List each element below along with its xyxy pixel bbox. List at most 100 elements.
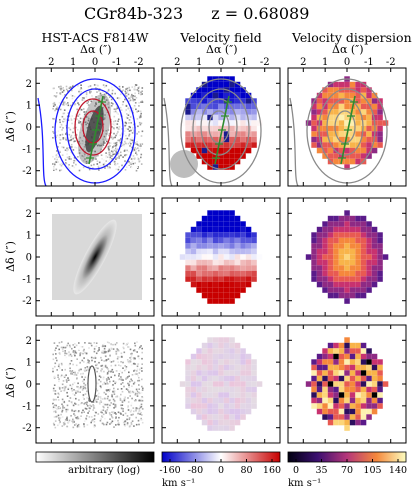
velocity-pixel xyxy=(245,386,252,393)
noise-pixel xyxy=(121,142,123,144)
noise-pixel xyxy=(112,403,115,405)
noise-pixel xyxy=(91,359,93,362)
x-tick-label: 0 xyxy=(218,57,224,68)
velocity-pixel xyxy=(245,147,252,154)
dispersion-pixel xyxy=(349,153,356,159)
dispersion-pixel xyxy=(371,142,378,148)
dispersion-pixel xyxy=(344,370,350,376)
dispersion-pixel xyxy=(377,243,383,249)
noise-pixel xyxy=(127,409,130,411)
velocity-pixel xyxy=(207,248,213,255)
figure-title: CGr84b-323 z = 0.68089 xyxy=(84,4,309,23)
noise-pixel xyxy=(71,402,73,405)
dispersion-pixel xyxy=(355,403,361,409)
dispersion-pixel xyxy=(316,397,323,404)
noise-pixel xyxy=(77,404,80,406)
dispersion-pixel xyxy=(355,342,361,349)
dispersion-pixel xyxy=(355,348,361,354)
noise-pixel xyxy=(65,384,68,387)
velocity-pixel xyxy=(207,243,213,249)
noise-pixel xyxy=(126,92,129,94)
noise-pixel xyxy=(115,424,117,426)
dispersion-pixel xyxy=(316,375,323,382)
noise-pixel xyxy=(132,117,134,120)
noise-pixel xyxy=(52,102,55,105)
noise-pixel xyxy=(113,400,116,402)
dispersion-pixel xyxy=(322,125,328,132)
velocity-pixel xyxy=(196,414,202,420)
noise-pixel xyxy=(127,405,129,407)
colorbar-3: 0 35 70 105 140 xyxy=(287,451,407,476)
noise-pixel xyxy=(107,101,110,104)
dispersion-pixel xyxy=(382,254,389,260)
noise-pixel xyxy=(63,376,66,378)
dispersion-pixel xyxy=(360,359,367,365)
noise-pixel xyxy=(136,393,139,395)
noise-pixel xyxy=(126,87,129,90)
noise-pixel xyxy=(57,345,60,347)
noise-pixel xyxy=(55,404,57,407)
velocity-pixel xyxy=(207,270,213,277)
noise-pixel xyxy=(91,159,94,161)
noise-pixel xyxy=(63,109,66,111)
noise-pixel xyxy=(80,168,82,171)
noise-pixel xyxy=(56,92,58,94)
velocity-pixel xyxy=(245,103,252,110)
x-tick-label: 2 xyxy=(300,57,306,68)
noise-pixel xyxy=(117,118,120,121)
dispersion-pixel xyxy=(344,281,350,288)
panel-r3-c3 xyxy=(287,324,407,444)
velocity-pixel xyxy=(207,215,213,222)
dispersion-pixel xyxy=(333,215,339,222)
noise-pixel xyxy=(83,141,85,143)
noise-pixel xyxy=(61,129,63,131)
noise-pixel xyxy=(117,168,120,171)
noise-pixel xyxy=(109,152,112,154)
dispersion-pixel xyxy=(355,259,361,266)
noise-pixel xyxy=(122,89,124,91)
noise-pixel xyxy=(107,103,109,105)
noise-pixel xyxy=(104,114,106,116)
velocity-pixel xyxy=(201,348,208,354)
noise-pixel xyxy=(141,419,144,421)
velocity-pixel xyxy=(234,348,241,354)
dispersion-pixel xyxy=(360,281,367,288)
velocity-pixel xyxy=(229,287,235,293)
velocity-pixel xyxy=(223,215,230,222)
noise-pixel xyxy=(78,399,80,401)
dispersion-pixel xyxy=(322,254,328,260)
dispersion-pixel xyxy=(377,237,383,244)
noise-pixel xyxy=(140,153,143,156)
noise-pixel xyxy=(83,113,86,116)
noise-pixel xyxy=(134,399,137,401)
noise-pixel xyxy=(109,360,111,362)
noise-pixel xyxy=(58,341,61,344)
dispersion-pixel xyxy=(305,381,312,387)
noise-pixel xyxy=(120,379,123,381)
noise-pixel xyxy=(102,84,105,86)
noise-pixel xyxy=(122,414,125,416)
dispersion-pixel xyxy=(327,221,334,227)
velocity-pixel xyxy=(201,103,208,110)
noise-pixel xyxy=(58,102,61,104)
noise-pixel xyxy=(75,134,78,136)
velocity-pixel xyxy=(229,98,235,104)
velocity-pixel xyxy=(229,397,235,404)
velocity-pixel xyxy=(185,248,191,255)
noise-pixel xyxy=(74,351,77,354)
velocity-pixel xyxy=(190,259,197,266)
noise-pixel xyxy=(63,118,65,120)
dispersion-pixel xyxy=(333,248,339,255)
dispersion-pixel xyxy=(366,381,372,387)
noise-pixel xyxy=(100,418,102,420)
noise-pixel xyxy=(60,123,63,126)
velocity-pixel xyxy=(201,259,208,266)
noise-pixel xyxy=(141,396,143,398)
dispersion-pixel xyxy=(366,348,372,354)
noise-pixel xyxy=(141,351,143,354)
noise-pixel xyxy=(119,106,122,109)
dispersion-pixel xyxy=(355,359,361,365)
noise-pixel xyxy=(115,350,117,353)
noise-pixel xyxy=(111,126,113,128)
